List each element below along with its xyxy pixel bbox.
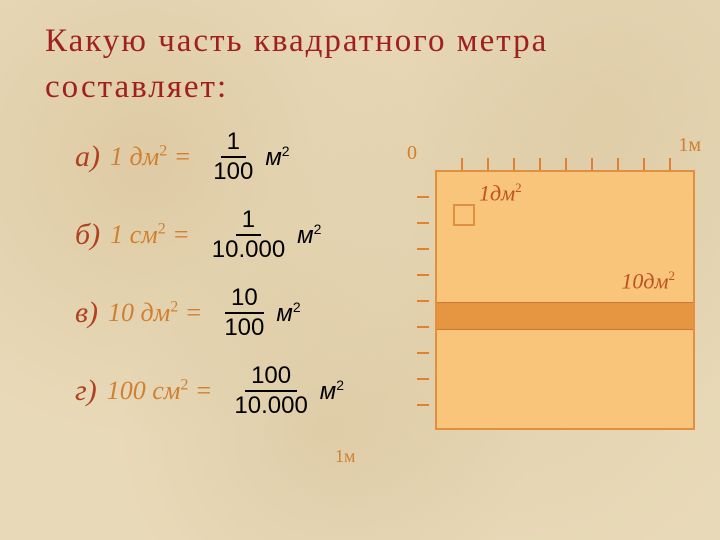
tick-top (461, 158, 463, 170)
ruler-left (417, 170, 435, 430)
denominator: 10.000 (228, 392, 313, 418)
meter-square: 1дм2 10дм2 (435, 170, 695, 430)
unit: м2 (297, 221, 321, 250)
tick-left (417, 248, 429, 250)
denominator: 100 (218, 314, 270, 340)
label-1m-bottom: 1м (335, 446, 355, 467)
problem-letter: г) (75, 374, 97, 408)
tick-top (591, 158, 593, 170)
problem-letter: б) (75, 218, 100, 252)
problems-list: а) 1 дм2 = 1 100 м2 б) 1 см2 = 1 10.000 … (75, 130, 395, 442)
unit: м2 (265, 143, 289, 172)
tick-top (513, 158, 515, 170)
problem-question: 1 дм2 = (110, 142, 191, 172)
tick-left (417, 352, 429, 354)
tick-left (417, 196, 429, 198)
problem-g: г) 100 см2 = 100 10.000 м2 (75, 364, 395, 418)
denominator: 100 (207, 158, 259, 184)
unit: м2 (276, 299, 300, 328)
fraction: 100 10.000 (228, 364, 313, 418)
problem-question: 100 см2 = (107, 376, 213, 406)
tick-left (417, 378, 429, 380)
tick-left (417, 222, 429, 224)
diagram: 0 1м 1дм2 10дм2 (405, 140, 705, 480)
fraction: 1 100 (207, 130, 259, 184)
problem-a: а) 1 дм2 = 1 100 м2 (75, 130, 395, 184)
page-title: Какую часть квадратного метра составляет… (45, 18, 700, 110)
tick-top (539, 158, 541, 170)
tick-left (417, 404, 429, 406)
ruler-top: 0 1м (435, 140, 695, 170)
dm-square (453, 204, 475, 226)
fraction: 10 100 (218, 286, 270, 340)
problem-letter: в) (75, 296, 98, 330)
problem-question: 10 дм2 = (108, 298, 202, 328)
numerator: 10 (225, 286, 264, 314)
dm-strip-label: 10дм2 (621, 268, 675, 294)
ruler-zero: 0 (407, 142, 417, 165)
tick-left (417, 326, 429, 328)
denominator: 10.000 (206, 236, 291, 262)
problem-b: б) 1 см2 = 1 10.000 м2 (75, 208, 395, 262)
numerator: 1 (236, 208, 261, 236)
problem-letter: а) (75, 140, 100, 174)
ruler-one-m: 1м (678, 134, 701, 157)
unit: м2 (320, 377, 344, 406)
fraction: 1 10.000 (206, 208, 291, 262)
problem-question: 1 см2 = (110, 220, 190, 250)
dm-strip (437, 302, 693, 330)
numerator: 1 (221, 130, 246, 158)
tick-left (417, 274, 429, 276)
tick-top (617, 158, 619, 170)
tick-left (417, 300, 429, 302)
tick-top (643, 158, 645, 170)
problem-v: в) 10 дм2 = 10 100 м2 (75, 286, 395, 340)
tick-top (669, 158, 671, 170)
numerator: 100 (245, 364, 297, 392)
tick-top (565, 158, 567, 170)
tick-top (487, 158, 489, 170)
dm-square-label: 1дм2 (479, 180, 522, 206)
